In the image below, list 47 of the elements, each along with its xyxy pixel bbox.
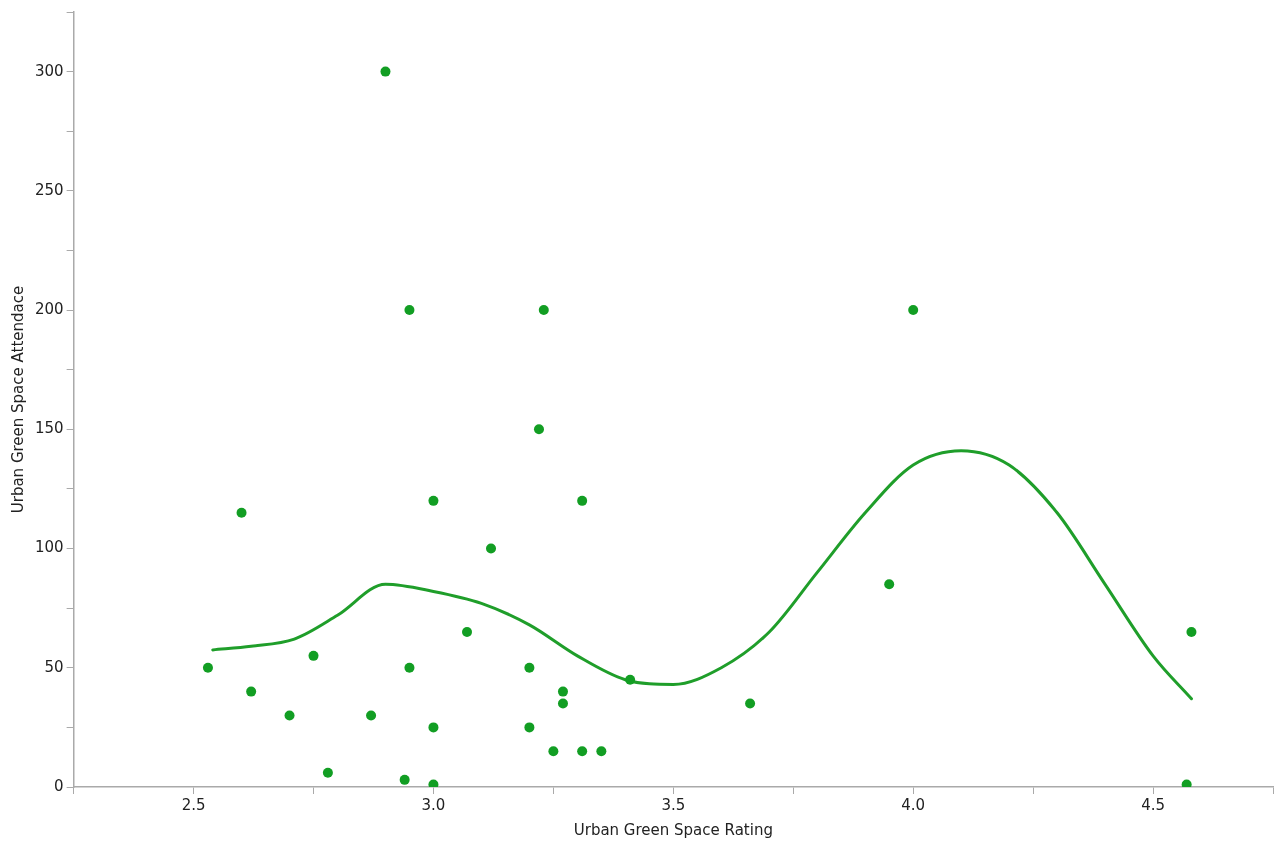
- x-tick-label: 3.0: [421, 795, 446, 814]
- point: [596, 746, 607, 757]
- point: [284, 710, 295, 721]
- point: [524, 662, 535, 673]
- point: [322, 767, 333, 778]
- y-tick-label: 250: [34, 180, 64, 199]
- y-tick-label: 200: [34, 299, 64, 318]
- point: [308, 650, 319, 661]
- x-tick-label: 4.0: [901, 795, 926, 814]
- point: [399, 774, 410, 785]
- line-series: [211, 449, 1193, 701]
- point: [404, 305, 415, 316]
- point: [577, 746, 588, 757]
- point: [557, 698, 568, 709]
- y-tick-label: 100: [34, 538, 64, 557]
- x-axis-title: Urban Green Space Rating: [573, 820, 773, 839]
- point: [745, 698, 756, 709]
- y-tick-label: 150: [34, 419, 64, 438]
- point: [884, 579, 895, 590]
- x-tick-label: 4.5: [1141, 795, 1165, 814]
- point: [428, 779, 439, 787]
- point: [428, 495, 439, 506]
- x-tick-label: 2.5: [181, 795, 206, 814]
- point: [577, 495, 588, 506]
- point: [1181, 779, 1192, 787]
- point: [548, 746, 559, 757]
- point: [236, 507, 247, 518]
- point: [908, 305, 919, 316]
- point: [246, 686, 257, 697]
- point: [486, 543, 497, 554]
- point: [524, 722, 535, 733]
- y-tick-label: 300: [34, 61, 64, 80]
- point: [533, 424, 544, 435]
- y-axis-title: Urban Green Space Attendace: [8, 285, 27, 514]
- point: [625, 674, 636, 685]
- point: [462, 627, 473, 637]
- y-tick-label: 50: [44, 657, 64, 676]
- point: [428, 722, 439, 733]
- point: [380, 66, 391, 77]
- y-tick-label: 0: [54, 776, 64, 795]
- point: [202, 662, 213, 673]
- point: [366, 710, 377, 721]
- point: [1186, 627, 1197, 637]
- point: [404, 662, 415, 673]
- point: [557, 686, 568, 697]
- point: [538, 305, 549, 316]
- x-tick-label: 3.5: [661, 795, 686, 814]
